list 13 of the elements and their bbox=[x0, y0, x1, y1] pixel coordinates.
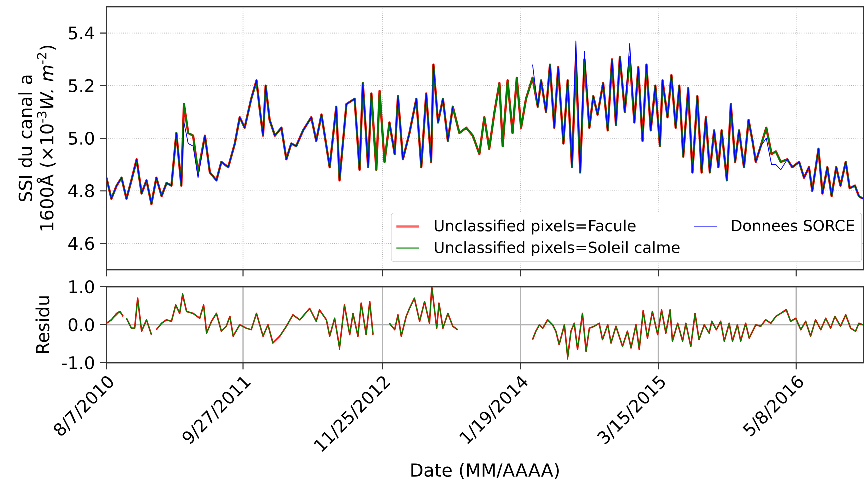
y-tick-label: 4.8 bbox=[68, 184, 94, 198]
y-tick-label: 0.0 bbox=[68, 318, 94, 332]
y-tick-label: 5.4 bbox=[69, 26, 94, 40]
y-tick-label: 5.0 bbox=[69, 132, 94, 146]
y-tick-label: -1.0 bbox=[62, 356, 94, 370]
y-axis-title: Residu bbox=[36, 296, 50, 354]
y-tick-label: 1.0 bbox=[70, 280, 94, 294]
y-tick-label: 5.2 bbox=[69, 79, 94, 92]
y-tick-label: 4.6 bbox=[68, 237, 94, 250]
legend-label: Donnees SORCE bbox=[732, 220, 854, 232]
legend-label: Unclassified pixels=Facule bbox=[435, 220, 636, 235]
legend-label: Unclassified pixels=Soleil calme bbox=[435, 242, 680, 256]
x-axis-title: Date (MM/AAAA) bbox=[412, 463, 559, 480]
